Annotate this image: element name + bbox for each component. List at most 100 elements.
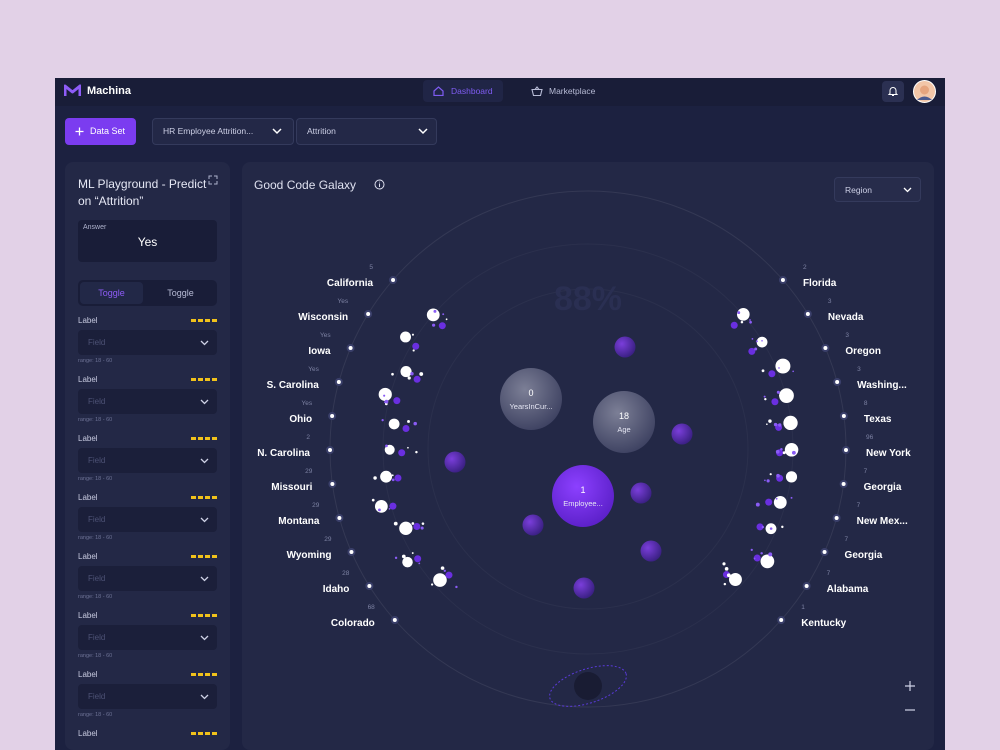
star-dust [740, 320, 744, 324]
region-select[interactable]: Region [834, 177, 921, 202]
star [398, 449, 406, 457]
info-icon[interactable] [374, 179, 385, 190]
indicator [191, 614, 219, 617]
state-node[interactable] [820, 548, 829, 556]
notification-button[interactable] [882, 81, 904, 102]
star [756, 523, 764, 531]
star [433, 573, 447, 587]
toggle-option[interactable]: Toggle [80, 282, 143, 304]
star-dust [383, 478, 386, 481]
state-count: 29 [312, 502, 320, 509]
state-node[interactable] [347, 548, 356, 556]
state-node[interactable] [839, 480, 848, 488]
state-count: 7 [845, 536, 849, 543]
star [384, 444, 395, 455]
star [393, 397, 401, 405]
state-node[interactable] [334, 378, 343, 386]
state-node[interactable] [833, 378, 842, 386]
state-name: S. Carolina [267, 380, 320, 391]
state-count: 5 [369, 264, 373, 271]
state-node[interactable] [839, 412, 848, 420]
state-node[interactable] [803, 310, 812, 318]
answer-label: Answer [83, 224, 107, 231]
star-dust [792, 370, 794, 373]
star-dust [420, 526, 424, 530]
planet-sphere [671, 423, 693, 445]
field-select[interactable]: Field [78, 625, 217, 650]
field-select[interactable]: Field [78, 448, 217, 473]
star-dust [753, 557, 756, 560]
state-name: New York [866, 448, 911, 459]
state-node[interactable] [832, 514, 841, 522]
star-dust [384, 399, 389, 404]
feature-bubble[interactable] [500, 368, 562, 430]
avatar[interactable] [913, 80, 936, 103]
state-node[interactable] [346, 344, 355, 352]
feature-bubble[interactable] [593, 391, 655, 453]
state-node[interactable] [328, 412, 337, 420]
star-dust [726, 573, 731, 578]
nav-marketplace[interactable]: Marketplace [549, 86, 596, 96]
expand-icon[interactable] [208, 175, 218, 185]
zoom-out[interactable] [904, 704, 916, 716]
star [784, 443, 799, 457]
chevron [200, 399, 209, 405]
state-name: Ohio [289, 414, 312, 425]
state-count: Yes [320, 332, 331, 339]
state-node[interactable] [365, 582, 374, 590]
star [400, 366, 412, 378]
state-node[interactable] [389, 276, 398, 284]
chevron [200, 340, 209, 346]
state-node[interactable] [778, 276, 787, 284]
star-dust [411, 552, 414, 554]
field-range: range: 18 - 60 [78, 476, 113, 482]
state-node[interactable] [364, 310, 373, 318]
bubble-label: YearsInCur... [509, 402, 552, 411]
target-select[interactable]: Attrition [296, 118, 437, 145]
star [414, 555, 422, 563]
state-node[interactable] [335, 514, 344, 522]
toggle-option[interactable]: Toggle [167, 288, 194, 298]
star-dust [376, 502, 379, 505]
field-select[interactable]: Field [78, 684, 217, 709]
plus-icon [75, 127, 84, 136]
chevron [200, 576, 209, 582]
field-label: Label [78, 316, 98, 325]
star-dust [749, 320, 752, 324]
nav-dashboard[interactable]: Dashboard [423, 80, 503, 102]
state-node[interactable] [326, 446, 335, 454]
chevron [903, 187, 912, 193]
state-count: 1 [801, 604, 805, 611]
star-dust [760, 552, 763, 555]
field-label: Label [78, 729, 98, 736]
brand: Machina [87, 85, 132, 97]
state-node[interactable] [390, 616, 399, 624]
star-dust [779, 394, 782, 397]
galaxy-title: Good Code Galaxy [254, 178, 357, 192]
state-name: New Mex... [857, 516, 908, 527]
field-range: range: 18 - 60 [78, 594, 113, 600]
field-select[interactable]: Field [78, 566, 217, 591]
field-select[interactable]: Field [78, 330, 217, 355]
state-node[interactable] [841, 446, 850, 454]
star-dust [430, 583, 434, 586]
field-select[interactable]: Field [78, 389, 217, 414]
planet-sphere [630, 482, 652, 504]
field-select[interactable]: Field [78, 507, 217, 532]
field-range: range: 18 - 60 [78, 417, 113, 423]
state-node[interactable] [802, 582, 811, 590]
state-node[interactable] [328, 480, 337, 488]
star-dust [432, 323, 436, 327]
star [388, 418, 400, 430]
star [438, 322, 446, 330]
bubble-value: 0 [528, 388, 533, 398]
state-node[interactable] [821, 344, 830, 352]
zoom-in[interactable] [904, 680, 916, 692]
feature-bubble[interactable] [552, 465, 614, 527]
state-node[interactable] [777, 616, 786, 624]
state-count: 29 [305, 468, 313, 475]
dataset-select[interactable]: HR Employee Attrition... [152, 118, 294, 145]
star [378, 387, 392, 402]
orbit-ring [427, 288, 749, 610]
star-dust [723, 582, 727, 586]
